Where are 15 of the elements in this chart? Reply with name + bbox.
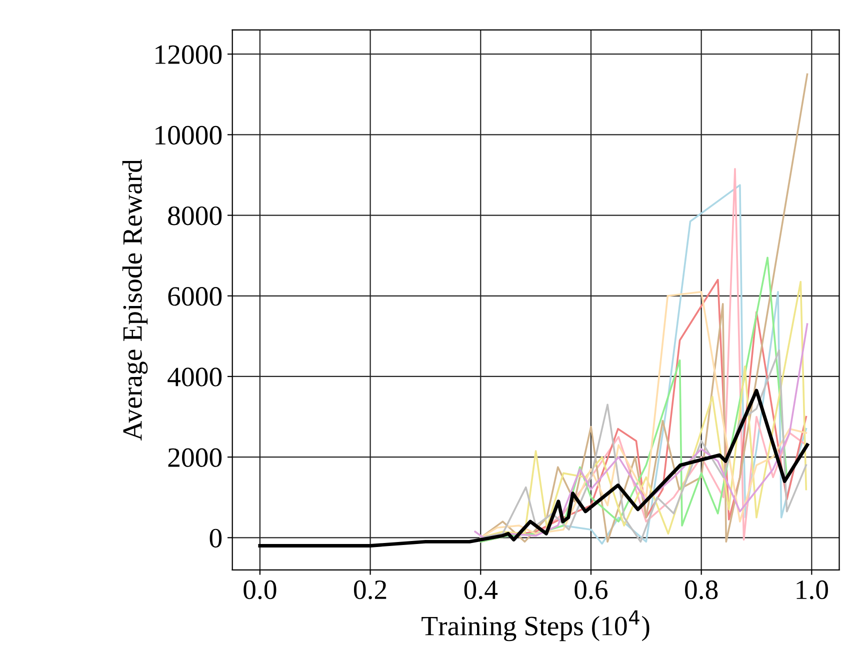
x-tick-label: 0.4 [464, 580, 498, 600]
x-tick-label: 0.2 [354, 580, 386, 600]
x-tick-label: 0.0 [244, 580, 276, 600]
y-axis-title: Average Episode Reward [122, 159, 148, 441]
y-tick-label: 6000 [168, 287, 222, 306]
y-tick-label: 4000 [168, 368, 222, 386]
y-tick-label: 0 [210, 528, 222, 548]
y-tick-label: 12000 [156, 45, 222, 64]
x-tick-label: 0.8 [685, 580, 718, 600]
y-tick-label: 2000 [168, 448, 222, 467]
x-tick-label: 0.6 [574, 580, 608, 600]
y-tick-label: 8000 [168, 206, 222, 226]
x-tick-label: 1.0 [796, 580, 828, 600]
y-tick-label: 10000 [156, 126, 222, 145]
x-axis-title: Training Steps (10$^{4}$) [422, 610, 650, 642]
